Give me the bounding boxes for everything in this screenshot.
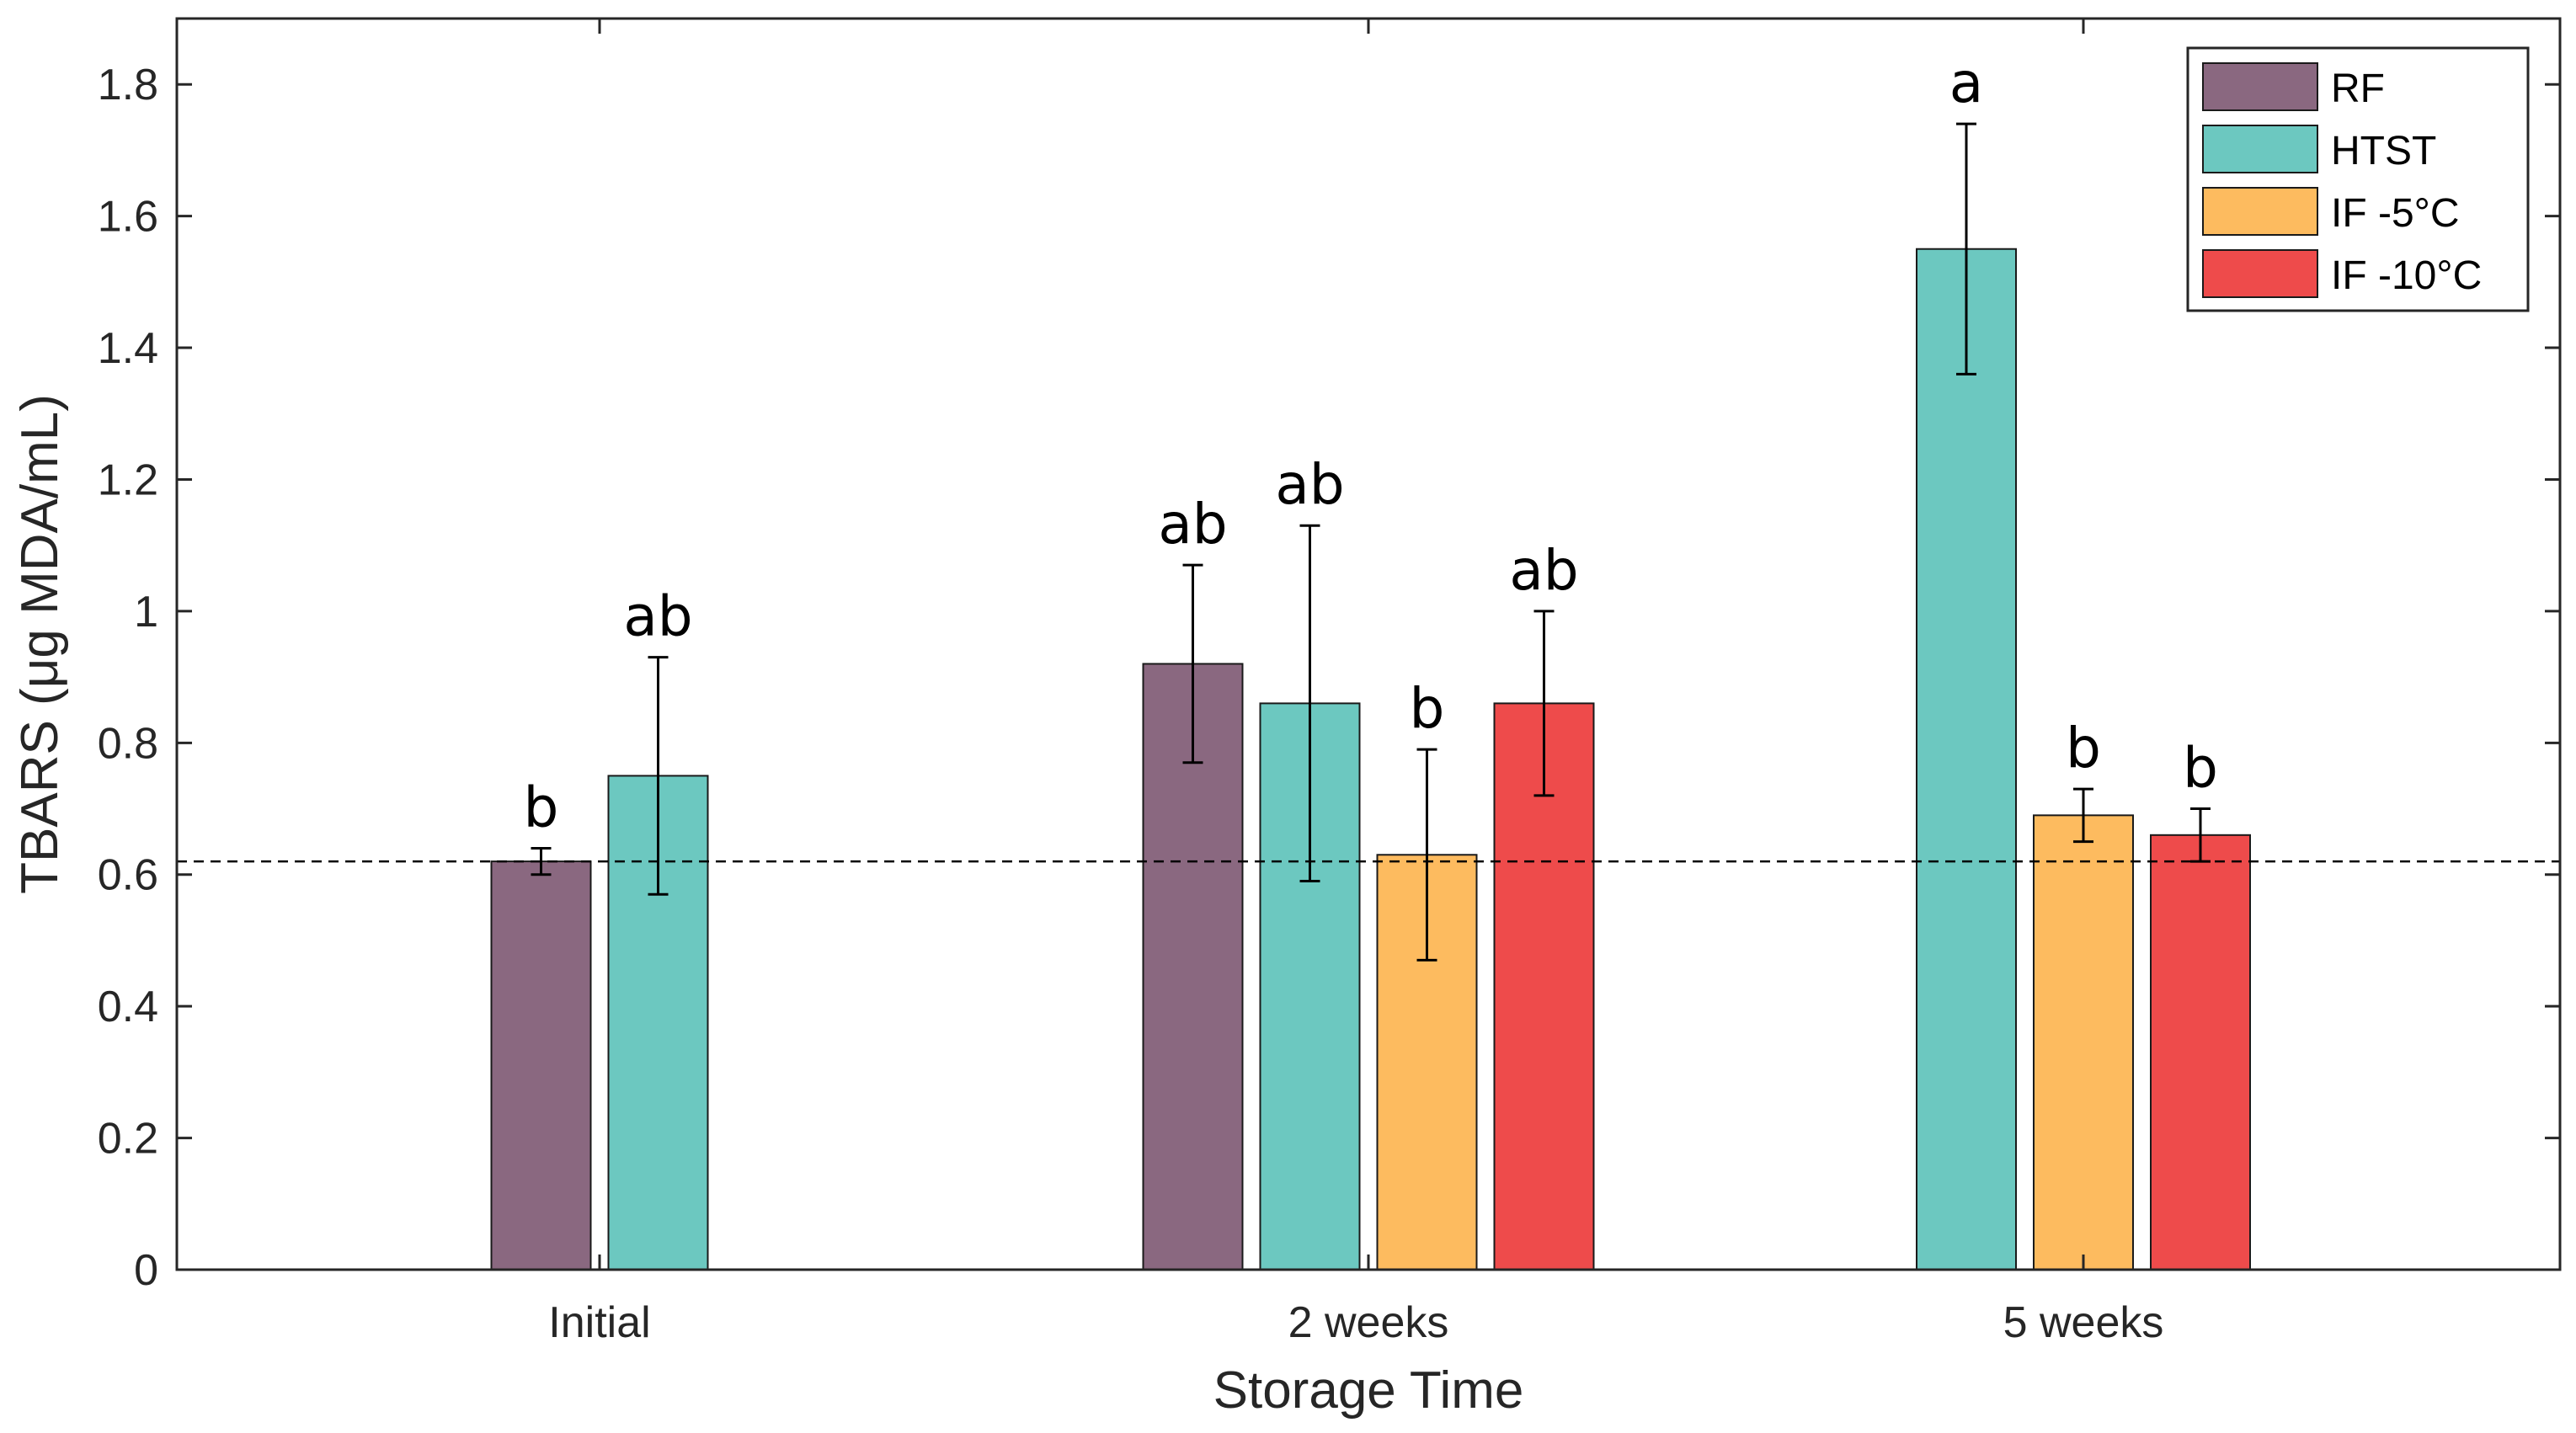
legend-swatch [2202, 62, 2318, 111]
bar [1916, 248, 2017, 1271]
y-tick-label: 0.2 [98, 1115, 158, 1164]
legend-swatch [2202, 187, 2318, 236]
significance-label: ab [1158, 492, 1227, 557]
significance-label: b [2183, 736, 2218, 801]
bar [490, 860, 592, 1271]
x-axis-title: Storage Time [1213, 1361, 1524, 1420]
y-tick-label: 1.4 [98, 324, 158, 373]
y-tick-label: 0.4 [98, 983, 158, 1031]
y-tick-label: 1 [134, 588, 158, 637]
y-tick-label: 0 [134, 1246, 158, 1295]
x-tick-label: 2 weeks [1288, 1298, 1449, 1347]
y-tick-label: 1.8 [98, 61, 158, 109]
significance-label: ab [1509, 538, 1578, 603]
legend-label: HTST [2331, 129, 2436, 173]
legend: RF HTST IF -5°C IF -10°C [2186, 46, 2530, 312]
significance-label: b [1410, 676, 1445, 741]
y-axis-title: TBARS (μg MDA/mL) [11, 394, 69, 894]
x-tick-label: Initial [548, 1298, 650, 1347]
y-tick-label: 0.8 [98, 719, 158, 768]
y-tick-label: 1.6 [98, 193, 158, 242]
significance-label: a [1949, 51, 1983, 115]
significance-label: ab [623, 584, 692, 649]
significance-label: ab [1275, 452, 1344, 517]
significance-label: b [524, 775, 559, 839]
legend-label: IF -5°C [2331, 191, 2460, 236]
legend-swatch [2202, 125, 2318, 173]
legend-label: RF [2331, 67, 2385, 111]
y-tick-label: 0.6 [98, 851, 158, 900]
legend-label: IF -10°C [2331, 253, 2482, 298]
axis-ticks: 0 0.2 0.4 0.6 0.8 1 1.2 1.4 1.6 1.8 Initial 2 weeks… [98, 19, 2560, 1347]
bar [2150, 834, 2251, 1271]
y-tick-label: 1.2 [98, 455, 158, 504]
x-tick-label: 5 weeks [2003, 1298, 2164, 1347]
significance-label: b [2066, 716, 2101, 780]
bar [1493, 702, 1595, 1271]
bar [2033, 814, 2134, 1271]
legend-swatch [2202, 249, 2318, 298]
